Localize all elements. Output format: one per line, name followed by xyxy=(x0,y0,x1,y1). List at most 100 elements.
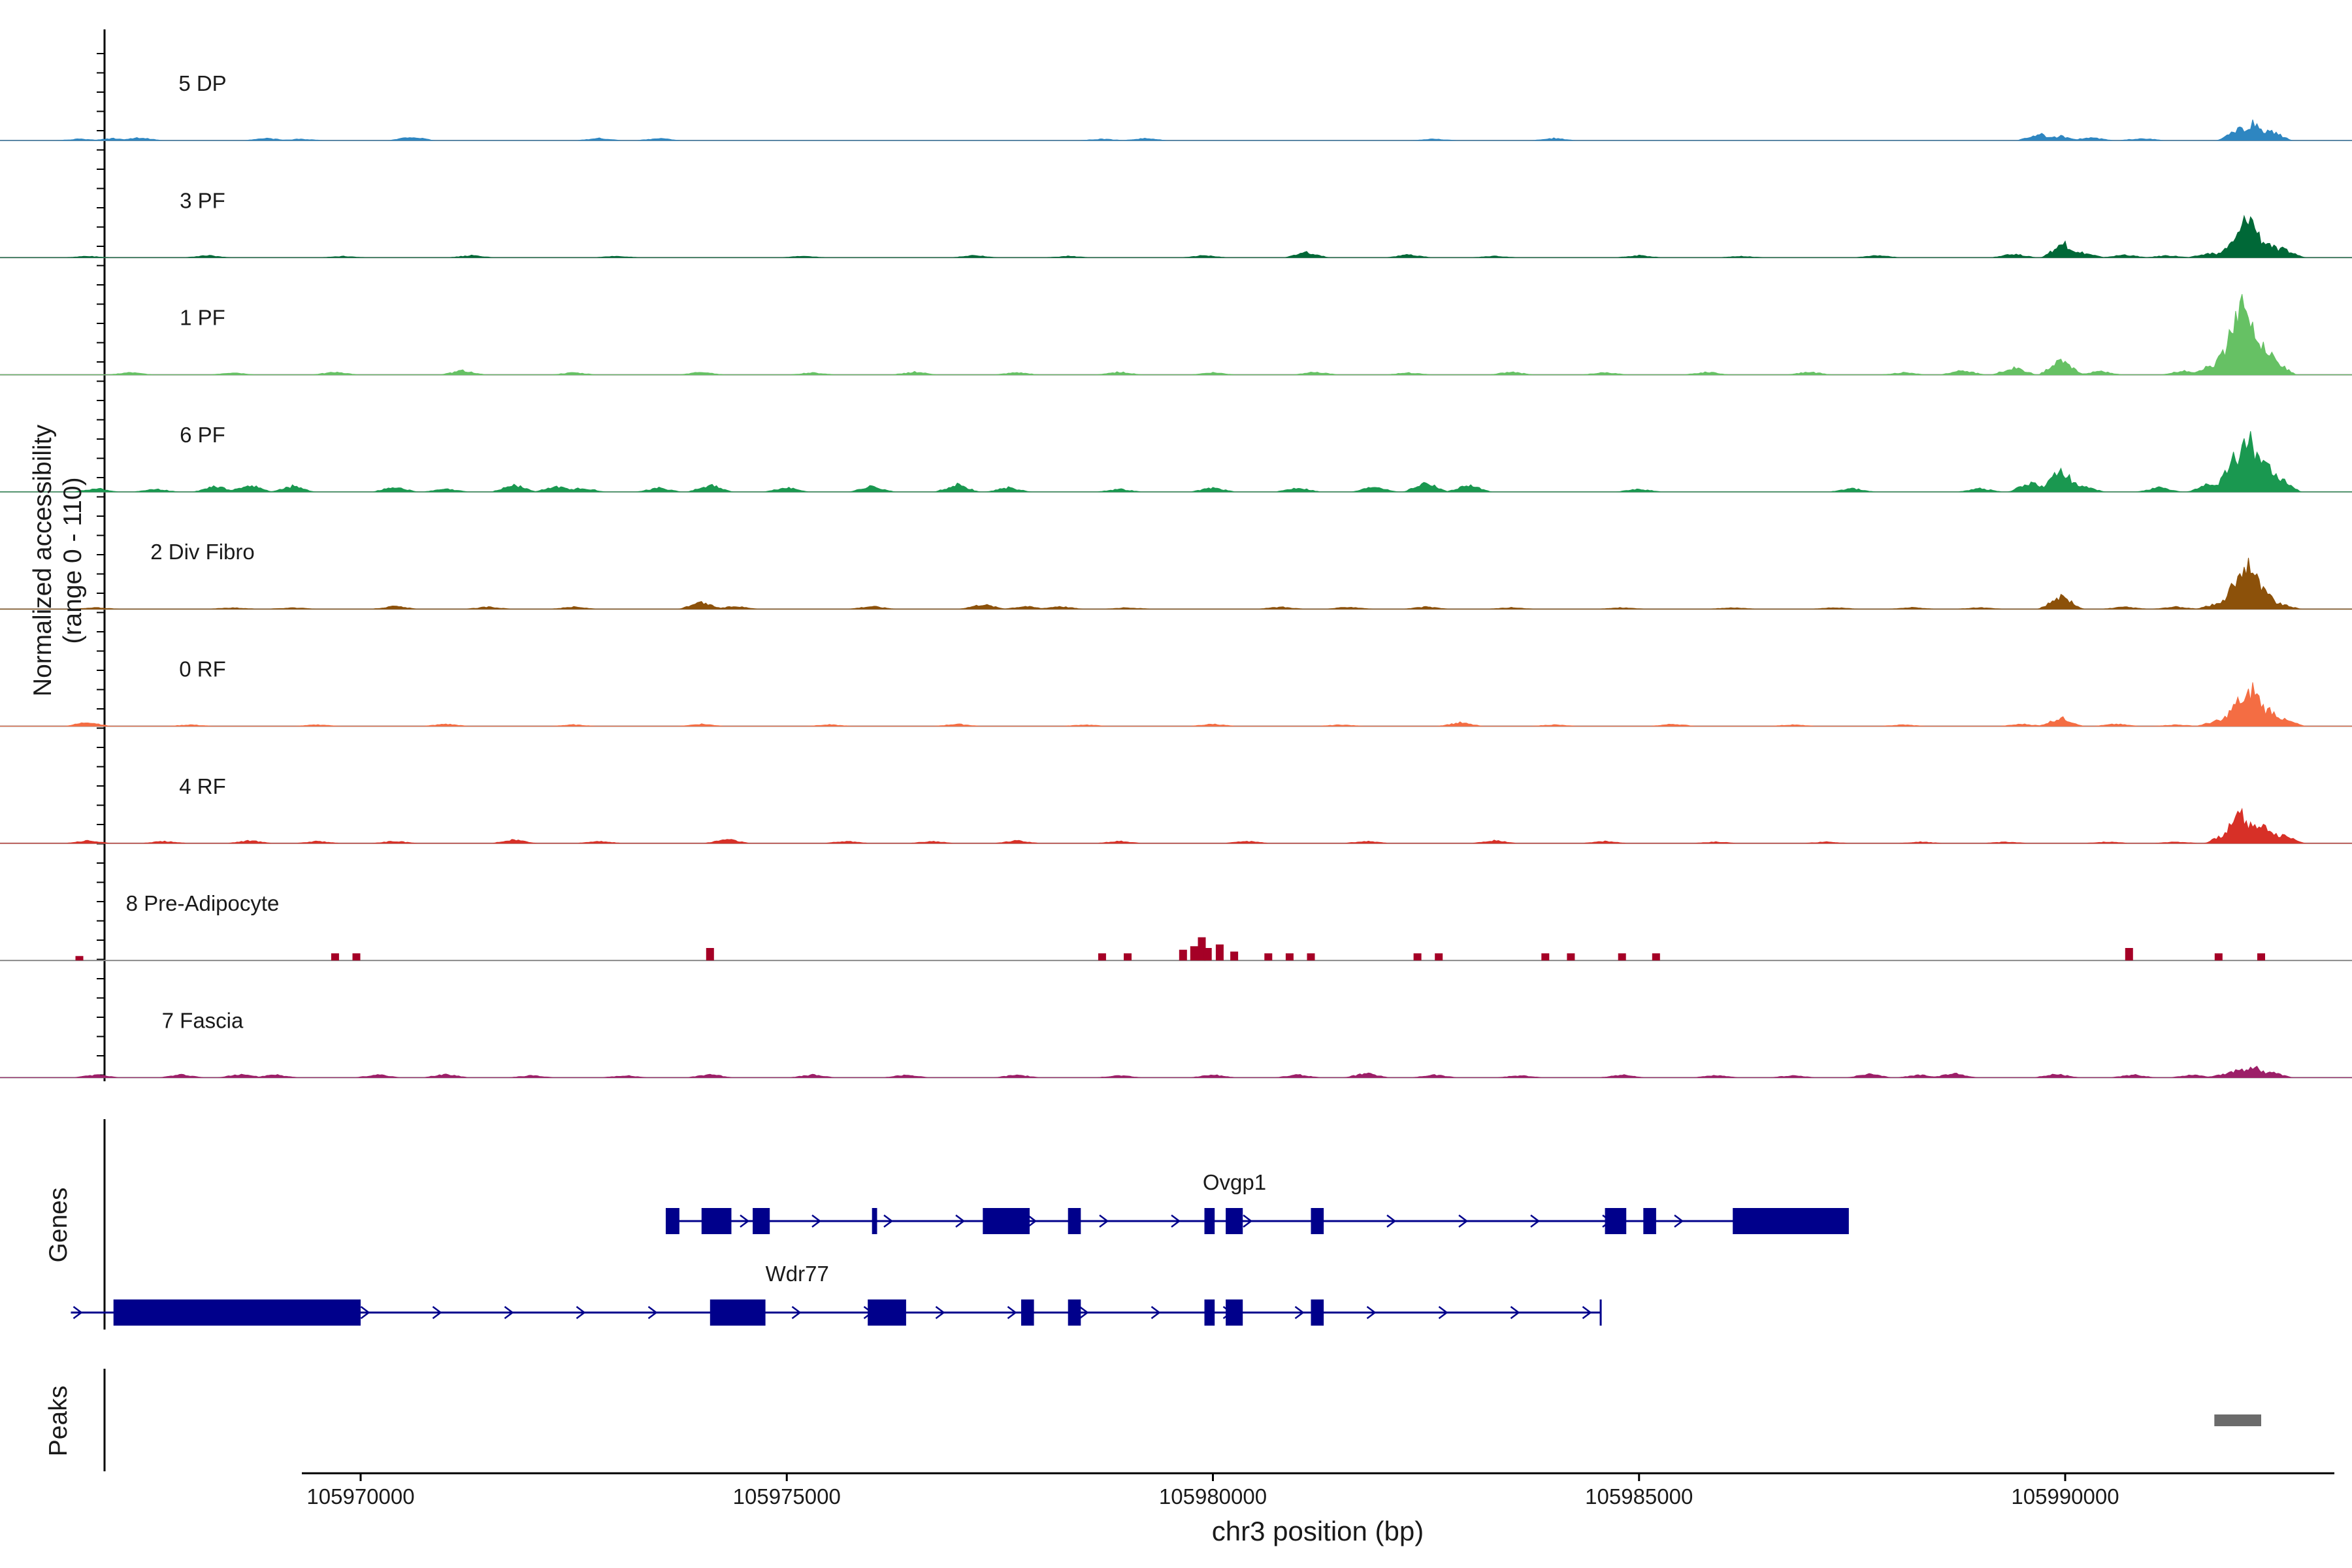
coverage-area xyxy=(0,808,2352,844)
exon xyxy=(1643,1208,1656,1234)
coverage-bar xyxy=(1307,953,1315,961)
exon xyxy=(701,1208,732,1234)
coverage-bar xyxy=(1618,953,1626,961)
peaks-panel: Peaks xyxy=(44,1369,2261,1471)
exon xyxy=(753,1208,770,1234)
strand-arrow xyxy=(1582,1306,1592,1319)
coverage-bar xyxy=(1541,953,1550,961)
exon xyxy=(666,1208,679,1234)
strand-arrow xyxy=(1530,1215,1541,1228)
coverage-area xyxy=(0,431,2352,493)
strand-arrow xyxy=(73,1306,83,1319)
track: 1 PF xyxy=(0,294,2352,376)
gene-model: Ovgp1 xyxy=(666,1170,1849,1234)
strand-arrow xyxy=(1079,1306,1089,1319)
coverage-bar xyxy=(1413,953,1422,961)
x-tick-label: 105990000 xyxy=(2011,1484,2119,1509)
y-axis-label: Normalized accessibility xyxy=(29,424,57,696)
coverage-bar xyxy=(1264,953,1273,961)
track: 4 RF xyxy=(0,774,2352,844)
peaks-panel-label: Peaks xyxy=(44,1386,73,1456)
coverage-bar xyxy=(1179,949,1187,961)
strand-arrow xyxy=(432,1306,442,1319)
coverage-bar xyxy=(331,953,339,961)
strand-arrow xyxy=(1007,1306,1017,1319)
strand-arrow xyxy=(811,1215,822,1228)
strand-arrow xyxy=(1027,1215,1037,1228)
strand-arrow xyxy=(1099,1215,1109,1228)
coverage-area xyxy=(0,119,2352,141)
coverage-area xyxy=(0,294,2352,376)
genes-panel-label: Genes xyxy=(44,1188,73,1263)
exon xyxy=(1068,1299,1081,1326)
coverage-area xyxy=(0,557,2352,610)
exon xyxy=(868,1299,906,1326)
exon xyxy=(1204,1299,1215,1326)
coverage-bar xyxy=(1652,953,1660,961)
x-tick-label: 105975000 xyxy=(733,1484,841,1509)
exon xyxy=(1733,1208,1848,1234)
exon xyxy=(1311,1299,1324,1326)
exon xyxy=(1226,1299,1243,1326)
genes-panel: Genes Ovgp1 Wdr77 xyxy=(44,1119,1849,1330)
strand-arrow xyxy=(1171,1215,1181,1228)
coverage-area xyxy=(0,214,2352,258)
exon xyxy=(1068,1208,1081,1234)
coverage-area xyxy=(0,682,2352,727)
exon xyxy=(1605,1208,1627,1234)
track: 0 RF xyxy=(0,657,2352,727)
strand-arrow xyxy=(883,1215,894,1228)
coverage-bar xyxy=(1230,951,1239,961)
coverage-bar xyxy=(1098,953,1106,961)
x-axis: 105970000 105975000 105980000 105985000 1059… xyxy=(302,1472,2334,1546)
coverage-bar xyxy=(1190,946,1198,961)
coverage-bar xyxy=(1198,937,1206,961)
x-tick-label: 105970000 xyxy=(306,1484,414,1509)
track-label: 5 DP xyxy=(178,71,226,95)
strand-arrow xyxy=(1510,1306,1520,1319)
strand-arrow xyxy=(504,1306,514,1319)
track-label: 0 RF xyxy=(179,657,226,681)
exon xyxy=(113,1299,361,1326)
coverage-tracks: 5 DP 3 PF 1 PF 6 PF 2 Div Fibro 0 RF 4 RF 8 Pre… xyxy=(0,71,2352,1079)
track-label: 7 Fascia xyxy=(162,1008,244,1032)
strand-arrow xyxy=(1438,1306,1448,1319)
strand-arrow xyxy=(740,1215,750,1228)
track-label: 8 Pre-Adipocyte xyxy=(126,891,280,915)
coverage-bar xyxy=(1435,953,1443,961)
strand-arrow xyxy=(1243,1215,1253,1228)
track: 5 DP xyxy=(0,71,2352,141)
exon xyxy=(1204,1208,1215,1234)
strand-arrow xyxy=(1294,1306,1305,1319)
coverage-bar xyxy=(1285,953,1294,961)
strand-arrow xyxy=(576,1306,586,1319)
coverage-bar xyxy=(1215,944,1224,961)
track: 3 PF xyxy=(0,188,2352,259)
coverage-bar xyxy=(1567,953,1575,961)
track-label: 1 PF xyxy=(180,306,225,330)
exon xyxy=(1021,1299,1034,1326)
gene-models: Ovgp1 Wdr77 xyxy=(71,1170,1849,1326)
strand-arrow xyxy=(360,1306,370,1319)
coverage-bar xyxy=(2257,953,2265,961)
exon xyxy=(1226,1208,1243,1234)
exon xyxy=(983,1208,1030,1234)
coverage-bar xyxy=(1203,948,1212,961)
strand-arrow xyxy=(647,1306,658,1319)
coverage-bar xyxy=(2125,948,2133,961)
x-tick-label: 105985000 xyxy=(1585,1484,1693,1509)
track: 7 Fascia xyxy=(0,1008,2352,1079)
coverage-area xyxy=(0,1066,2352,1078)
coverage-y-axis-ticks xyxy=(97,53,105,1076)
strand-arrow xyxy=(1674,1215,1684,1228)
strand-arrow xyxy=(1458,1215,1469,1228)
peak-regions xyxy=(2214,1414,2261,1426)
coverage-bar xyxy=(352,953,361,961)
coverage-bar xyxy=(75,956,84,961)
coverage-panel: 5 DP 3 PF 1 PF 6 PF 2 Div Fibro 0 RF 4 RF 8 Pre… xyxy=(0,29,2352,1081)
x-axis-ticks: 105970000 105975000 105980000 105985000 1059… xyxy=(306,1473,2119,1509)
strand-arrow xyxy=(1151,1306,1161,1319)
strand-arrow xyxy=(935,1306,945,1319)
